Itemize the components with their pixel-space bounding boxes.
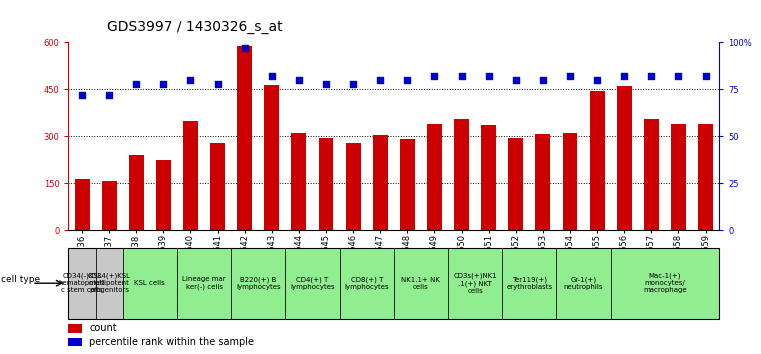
Point xyxy=(184,77,196,83)
Text: CD34(+)KSL
multipotent
progenitors: CD34(+)KSL multipotent progenitors xyxy=(88,273,131,293)
Text: cell type: cell type xyxy=(1,275,40,284)
Bar xyxy=(183,121,198,230)
Point xyxy=(591,77,603,83)
Point xyxy=(699,73,712,79)
Text: NK1.1+ NK
cells: NK1.1+ NK cells xyxy=(402,277,441,290)
Text: CD34(-)KSL
hematopoieti
c stem cells: CD34(-)KSL hematopoieti c stem cells xyxy=(59,273,105,293)
Point xyxy=(618,73,630,79)
Text: GDS3997 / 1430326_s_at: GDS3997 / 1430326_s_at xyxy=(107,19,282,34)
Bar xyxy=(590,91,604,230)
Bar xyxy=(96,248,123,319)
Bar xyxy=(644,119,659,230)
Point xyxy=(428,73,441,79)
Text: Gr-1(+)
neutrophils: Gr-1(+) neutrophils xyxy=(564,276,603,290)
Bar xyxy=(502,248,556,319)
Bar xyxy=(291,133,307,230)
Bar xyxy=(536,134,550,230)
Bar xyxy=(210,143,225,230)
Bar xyxy=(610,248,719,319)
Point xyxy=(239,45,251,51)
Point xyxy=(482,73,495,79)
Bar xyxy=(454,119,469,230)
Point xyxy=(103,92,115,98)
Bar xyxy=(345,143,361,230)
Point xyxy=(673,73,685,79)
Bar xyxy=(394,248,448,319)
Bar xyxy=(562,133,578,230)
Bar xyxy=(68,338,81,347)
Point xyxy=(130,81,142,87)
Bar xyxy=(102,181,116,230)
Bar xyxy=(508,138,524,230)
Text: CD4(+) T
lymphocytes: CD4(+) T lymphocytes xyxy=(290,276,335,290)
Point xyxy=(158,81,170,87)
Text: Lineage mar
ker(-) cells: Lineage mar ker(-) cells xyxy=(182,276,226,290)
Point xyxy=(374,77,387,83)
Bar xyxy=(481,125,496,230)
Point xyxy=(76,92,88,98)
Text: Ter119(+)
erythroblasts: Ter119(+) erythroblasts xyxy=(506,276,552,290)
Point xyxy=(401,77,413,83)
Bar xyxy=(617,86,632,230)
Point xyxy=(212,81,224,87)
Point xyxy=(347,81,359,87)
Point xyxy=(645,73,658,79)
Text: B220(+) B
lymphocytes: B220(+) B lymphocytes xyxy=(236,276,281,290)
Bar xyxy=(339,248,394,319)
Bar xyxy=(698,124,713,230)
Bar xyxy=(75,178,90,230)
Point xyxy=(456,73,468,79)
Text: count: count xyxy=(90,324,117,333)
Bar xyxy=(123,248,177,319)
Bar xyxy=(68,324,81,333)
Bar xyxy=(231,248,285,319)
Bar xyxy=(68,248,96,319)
Text: Mac-1(+)
monocytes/
macrophage: Mac-1(+) monocytes/ macrophage xyxy=(643,273,686,293)
Bar xyxy=(448,248,502,319)
Point xyxy=(266,73,278,79)
Bar xyxy=(400,139,415,230)
Point xyxy=(293,77,305,83)
Bar xyxy=(671,124,686,230)
Bar xyxy=(177,248,231,319)
Point xyxy=(510,77,522,83)
Bar xyxy=(373,135,387,230)
Bar xyxy=(264,85,279,230)
Point xyxy=(564,73,576,79)
Bar xyxy=(129,155,144,230)
Bar xyxy=(237,46,252,230)
Bar xyxy=(319,138,333,230)
Text: percentile rank within the sample: percentile rank within the sample xyxy=(90,337,254,347)
Text: KSL cells: KSL cells xyxy=(135,280,165,286)
Point xyxy=(537,77,549,83)
Point xyxy=(320,81,332,87)
Bar xyxy=(285,248,339,319)
Bar xyxy=(556,248,610,319)
Text: CD3s(+)NK1
.1(+) NKT
cells: CD3s(+)NK1 .1(+) NKT cells xyxy=(454,273,497,294)
Text: CD8(+) T
lymphocytes: CD8(+) T lymphocytes xyxy=(345,276,389,290)
Bar xyxy=(427,124,442,230)
Bar xyxy=(156,160,170,230)
